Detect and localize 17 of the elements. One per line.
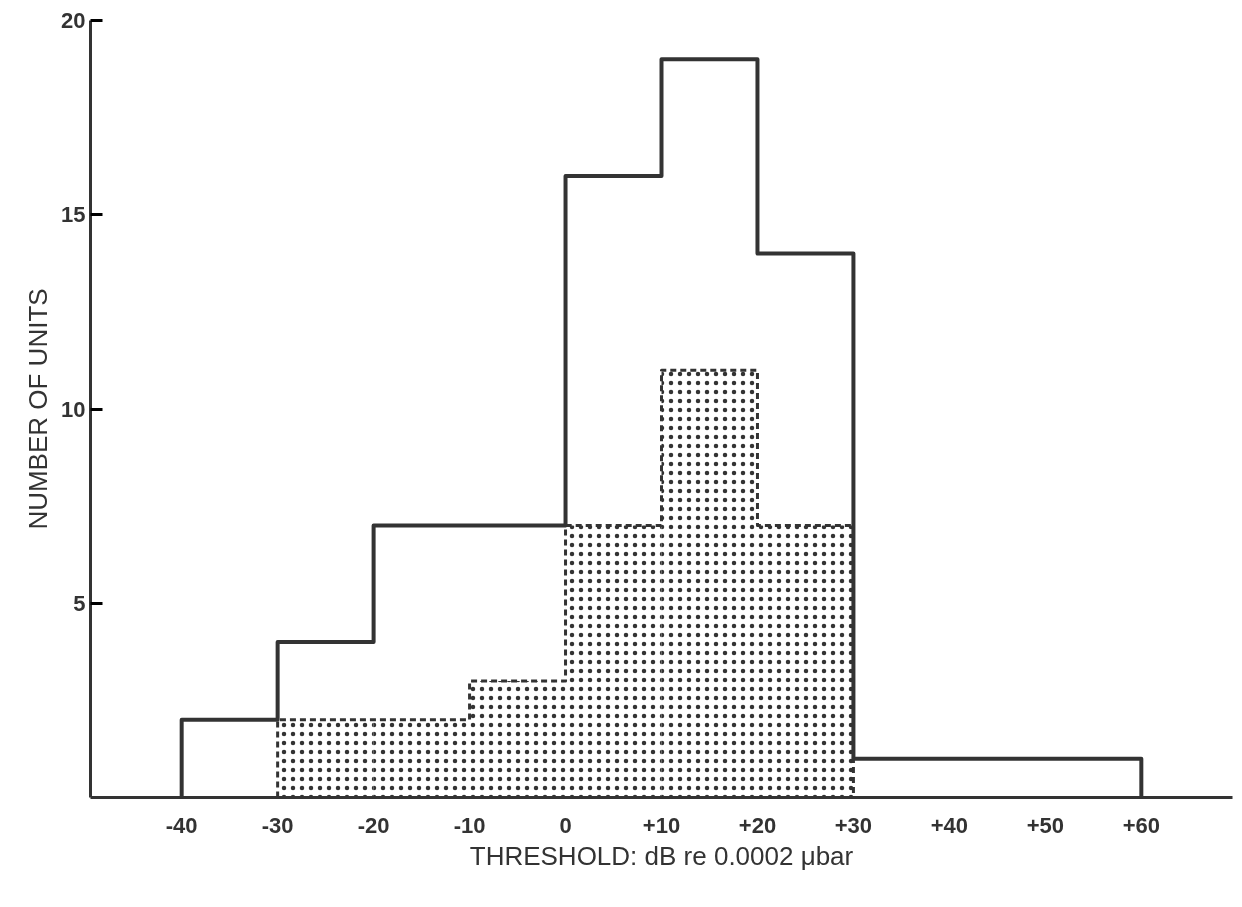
x-tick-label: +60 — [1122, 812, 1160, 838]
x-tick-label: +10 — [642, 812, 681, 838]
y-tick-label: 15 — [61, 202, 86, 228]
x-tick-label: -20 — [357, 812, 390, 838]
x-tick-label: +20 — [738, 812, 777, 838]
y-tick-label: 5 — [73, 590, 86, 616]
x-tick-label: -10 — [453, 812, 486, 838]
x-axis-title: THRESHOLD: dB re 0.0002 μbar — [469, 840, 854, 871]
y-tick-label: 10 — [61, 396, 86, 422]
x-tick-label: +50 — [1026, 812, 1065, 838]
x-tick-label: +30 — [834, 812, 873, 838]
x-tick-label: 0 — [559, 812, 572, 838]
y-tick-label: 20 — [61, 8, 86, 33]
y-axis-title: NUMBER OF UNITS — [23, 288, 54, 530]
x-tick-label: -30 — [261, 812, 294, 838]
x-tick-label: +40 — [930, 812, 969, 838]
x-tick-label: -40 — [165, 812, 198, 838]
